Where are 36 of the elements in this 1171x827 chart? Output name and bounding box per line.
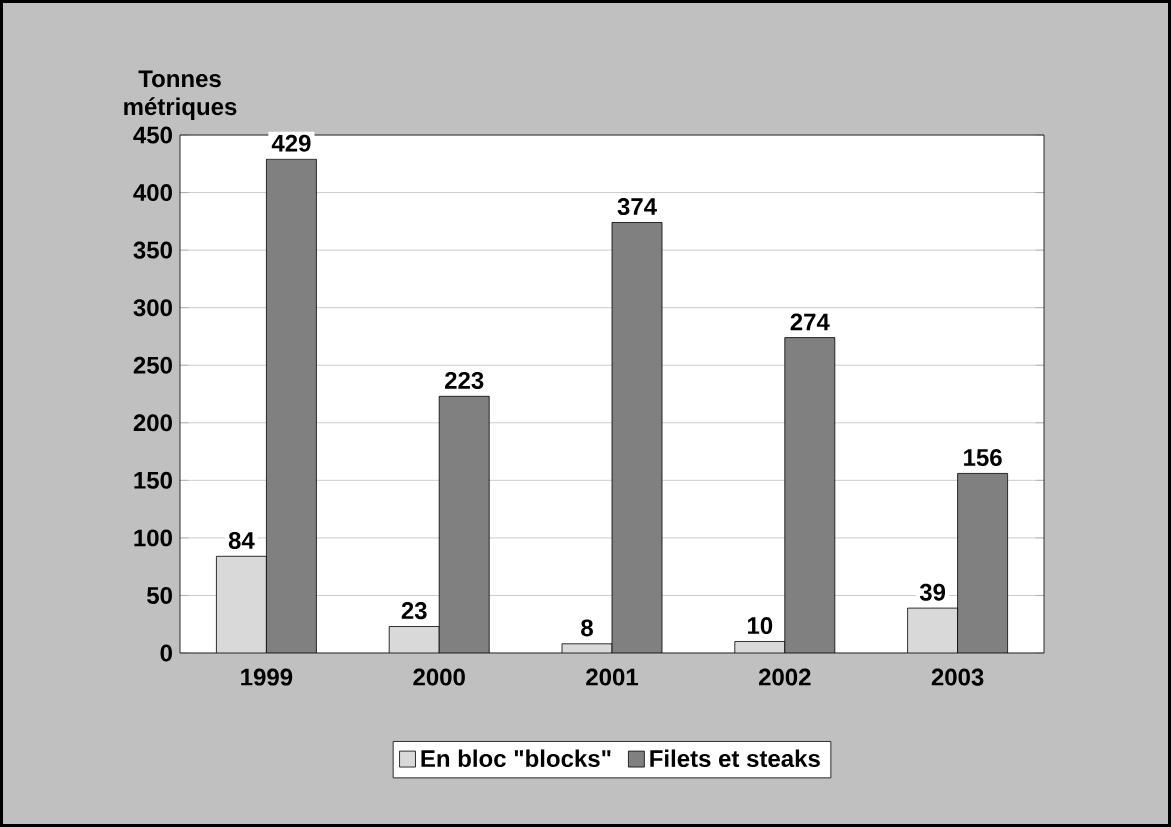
y-tick-label: 50	[147, 586, 172, 604]
legend-label: En bloc "blocks"	[421, 749, 611, 768]
bar	[438, 395, 490, 653]
bar	[388, 626, 440, 653]
data-label: 23	[401, 602, 427, 620]
data-label: 429	[271, 134, 311, 152]
y-tick-label: 350	[133, 241, 172, 259]
x-tick-label: 2000	[413, 668, 465, 686]
data-label: 84	[228, 531, 255, 549]
x-tick-label: 2001	[586, 668, 639, 686]
data-label: 156	[964, 449, 1002, 467]
x-tick-label: 1999	[241, 668, 293, 686]
y-tick-label: 250	[133, 356, 172, 374]
y-tick-label: 150	[134, 471, 172, 489]
data-label: 374	[617, 198, 657, 216]
y-tick-label: 300	[133, 299, 172, 317]
data-label: 8	[581, 619, 593, 637]
bar	[907, 607, 959, 653]
y-tick-label: 100	[134, 529, 172, 547]
bar	[784, 337, 836, 653]
bar	[266, 158, 317, 653]
x-tick-label: 2003	[931, 668, 984, 686]
bar	[611, 222, 663, 653]
x-tick-label: 2002	[758, 668, 811, 686]
data-label: 223	[445, 371, 484, 389]
y-tick-label: 400	[133, 184, 172, 202]
legend-label: Filets et steaks	[650, 749, 820, 768]
y-axis-title: Tonnes métriques	[124, 70, 237, 120]
bar	[216, 555, 267, 653]
data-label: 39	[919, 583, 946, 601]
y-tick-label: 450	[133, 126, 172, 144]
data-label: 274	[790, 313, 830, 331]
y-tick-label: 200	[133, 414, 172, 432]
bar	[957, 473, 1009, 653]
y-tick-label: 0	[160, 644, 172, 662]
data-label: 10	[747, 617, 773, 635]
